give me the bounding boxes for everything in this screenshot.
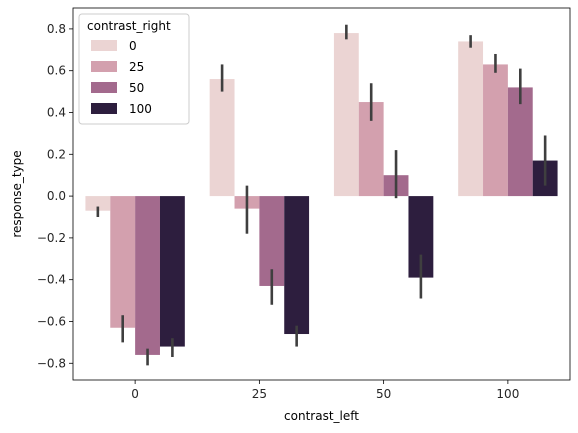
y-axis-label: response_type bbox=[10, 150, 24, 237]
y-tick-label: −0.4 bbox=[37, 273, 66, 287]
bar-25-0 bbox=[110, 196, 136, 328]
x-tick-label: 100 bbox=[496, 387, 519, 401]
x-axis-label: contrast_left bbox=[284, 409, 359, 423]
bar-25-100 bbox=[483, 64, 508, 197]
x-tick-label: 0 bbox=[131, 387, 139, 401]
bars-layer bbox=[85, 33, 558, 355]
legend-swatch-25 bbox=[91, 61, 117, 72]
legend-swatch-100 bbox=[91, 103, 117, 114]
legend-label-0: 0 bbox=[129, 39, 137, 53]
bar-0-50 bbox=[333, 33, 359, 197]
y-tick-label: −0.2 bbox=[37, 231, 66, 245]
x-axis: 0 25 50 100 bbox=[131, 380, 519, 401]
y-tick-label: 0.2 bbox=[47, 147, 66, 161]
bar-0-100 bbox=[458, 41, 484, 197]
legend-title: contrast_right bbox=[87, 19, 171, 33]
x-tick-label: 50 bbox=[376, 387, 391, 401]
y-axis: −0.8 −0.6 −0.4 −0.2 0.0 0.2 0.4 0.6 0.8 bbox=[37, 22, 73, 370]
legend: contrast_right 0 25 50 100 bbox=[78, 13, 190, 125]
bar-0-0 bbox=[85, 196, 111, 211]
plot-frame bbox=[72, 7, 571, 381]
y-tick-label: −0.6 bbox=[37, 314, 66, 328]
y-tick-label: 0.4 bbox=[47, 105, 66, 119]
bar-100-25 bbox=[284, 196, 310, 335]
legend-label-25: 25 bbox=[129, 60, 144, 74]
y-tick-label: 0.6 bbox=[47, 64, 66, 78]
errorbars-layer bbox=[96, 24, 547, 366]
bar-50-100 bbox=[507, 87, 533, 197]
legend-label-100: 100 bbox=[129, 102, 152, 116]
legend-swatch-0 bbox=[91, 40, 117, 51]
legend-swatch-50 bbox=[91, 82, 117, 93]
legend-label-50: 50 bbox=[129, 81, 144, 95]
bar-100-0 bbox=[159, 196, 185, 347]
y-tick-label: 0.8 bbox=[47, 22, 66, 36]
x-tick-label: 25 bbox=[252, 387, 267, 401]
y-tick-label: 0.0 bbox=[47, 189, 66, 203]
bar-0-25 bbox=[209, 79, 235, 197]
y-tick-label: −0.8 bbox=[37, 356, 66, 370]
bar-50-0 bbox=[135, 196, 160, 355]
